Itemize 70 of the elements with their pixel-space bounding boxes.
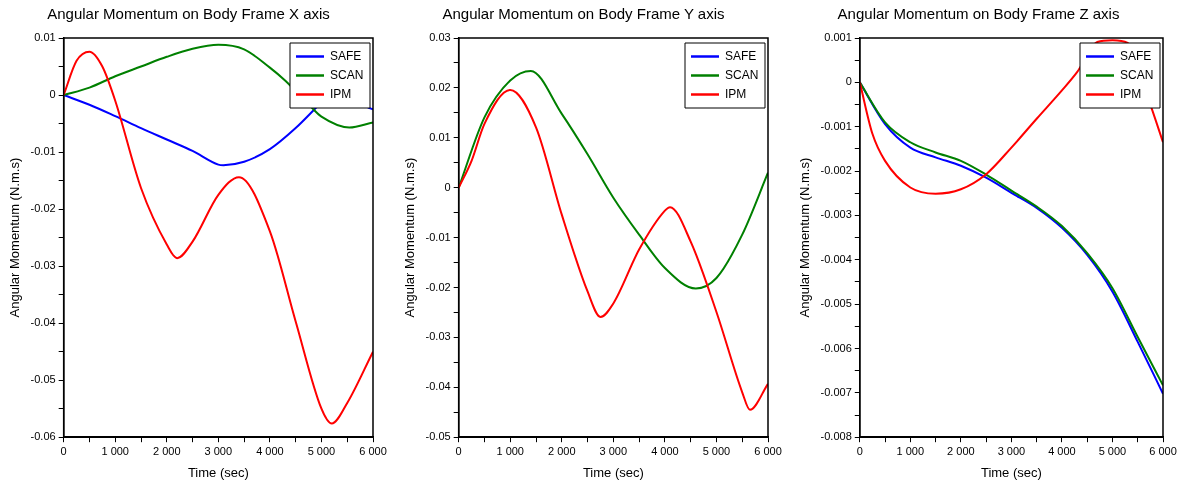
y-tick-label: -0.06 <box>30 430 56 443</box>
x-axis-title: Time (sec) <box>582 464 644 480</box>
y-axis-title: Angular Momentum (N.m.s) <box>7 157 23 318</box>
x-tick-label: 1 000 <box>101 444 129 457</box>
y-axis-title: Angular Momentum (N.m.s) <box>402 157 418 318</box>
line-series <box>458 88 768 411</box>
x-tick-label: 6 000 <box>359 444 387 457</box>
x-tick-label: 5 000 <box>702 444 731 457</box>
x-tick-label: 6 000 <box>754 444 782 457</box>
legend-label: IPM <box>725 86 747 101</box>
y-tick-label: -0.001 <box>820 119 852 132</box>
x-tick-label: 3 000 <box>204 444 233 457</box>
legend-label: SAFE <box>330 48 362 63</box>
x-tick-label: 6 000 <box>1149 444 1177 457</box>
x-axis-title: Time (sec) <box>187 464 249 480</box>
y-tick-label: -0.03 <box>425 330 451 343</box>
y-tick-label: -0.02 <box>425 280 451 293</box>
x-tick-label: 4 000 <box>1048 444 1076 457</box>
chart-title: Angular Momentum on Body Frame Y axis <box>442 5 725 23</box>
x-tick-label: 5 000 <box>307 444 336 457</box>
x-tick-label: 0 <box>60 444 67 457</box>
y-tick-label: -0.01 <box>30 145 56 158</box>
y-tick-label: -0.003 <box>820 208 852 221</box>
chart-title: Angular Momentum on Body Frame X axis <box>47 5 330 23</box>
y-axis-title: Angular Momentum (N.m.s) <box>797 157 813 318</box>
x-tick-label: 5 000 <box>1098 444 1127 457</box>
legend-label: SCAN <box>725 67 759 82</box>
legend-label: SAFE <box>725 48 757 63</box>
legend-label: IPM <box>330 86 352 101</box>
x-tick-label: 4 000 <box>651 444 679 457</box>
x-tick-label: 1 000 <box>496 444 524 457</box>
x-tick-label: 3 000 <box>997 444 1026 457</box>
x-tick-label: 0 <box>856 444 863 457</box>
x-tick-label: 3 000 <box>599 444 628 457</box>
y-tick-label: -0.008 <box>820 430 852 443</box>
y-tick-label: -0.05 <box>425 430 451 443</box>
x-tick-label: 2 000 <box>548 444 576 457</box>
y-tick-label: -0.002 <box>820 164 852 177</box>
y-tick-label: 0 <box>444 180 451 193</box>
x-tick-label: 0 <box>455 444 462 457</box>
line-series <box>63 50 373 425</box>
y-tick-label: 0 <box>845 75 852 88</box>
y-tick-label: -0.006 <box>820 341 852 354</box>
y-tick-label: -0.04 <box>30 316 56 329</box>
y-tick-label: -0.03 <box>30 259 56 272</box>
y-tick-label: -0.004 <box>820 252 852 265</box>
y-tick-label: -0.005 <box>820 297 852 310</box>
y-tick-label: -0.01 <box>425 230 451 243</box>
y-tick-label: -0.04 <box>425 380 451 393</box>
y-tick-label: 0.01 <box>429 130 451 143</box>
y-tick-label: 0.03 <box>429 31 451 44</box>
x-tick-label: 2 000 <box>947 444 975 457</box>
y-tick-label: 0.02 <box>429 80 451 93</box>
line-series <box>458 69 768 290</box>
y-tick-label: 0.001 <box>824 31 852 44</box>
x-tick-label: 1 000 <box>896 444 925 457</box>
y-tick-label: 0.01 <box>34 31 56 44</box>
y-tick-label: -0.05 <box>30 373 56 386</box>
y-tick-label: 0 <box>49 88 56 101</box>
chart-title: Angular Momentum on Body Frame Z axis <box>837 5 1120 23</box>
y-tick-label: -0.02 <box>30 202 56 215</box>
x-axis-title: Time (sec) <box>980 464 1042 480</box>
legend-label: SAFE <box>1120 48 1152 63</box>
y-tick-label: -0.007 <box>820 385 852 398</box>
legend-label: SCAN <box>1120 67 1154 82</box>
x-tick-label: 4 000 <box>256 444 284 457</box>
line-series <box>63 43 373 129</box>
legend-label: IPM <box>1120 86 1142 101</box>
legend-label: SCAN <box>330 67 364 82</box>
x-tick-label: 2 000 <box>153 444 181 457</box>
